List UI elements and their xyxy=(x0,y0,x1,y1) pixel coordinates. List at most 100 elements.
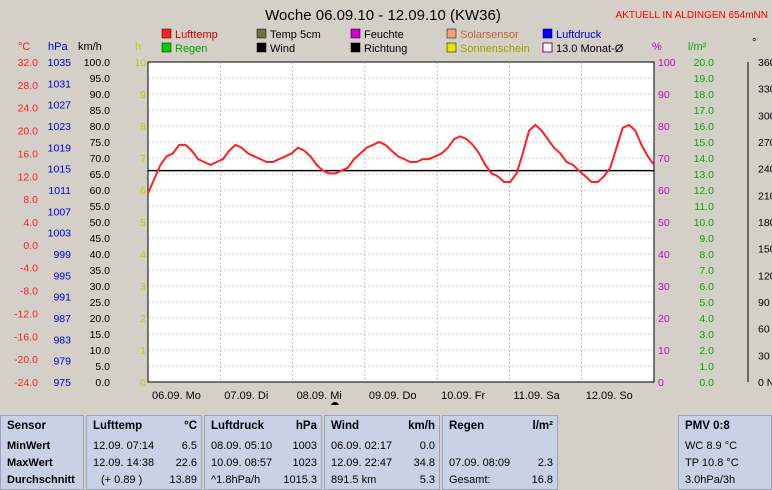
stats-regen-block: Regen l/m² 07.09. 08:09 2.3 Gesamt: 16.8 xyxy=(442,415,558,490)
tick-rain: 17.0 xyxy=(694,105,715,117)
axis-kmh-unit: km/h xyxy=(78,41,102,53)
tick-kmh: 70.0 xyxy=(90,153,111,165)
regen-header: Regen xyxy=(449,420,485,432)
tick-dir: 30 xyxy=(758,350,770,362)
tick-hours: 3 xyxy=(140,281,146,293)
tick-hpa: 1023 xyxy=(48,121,72,133)
legend-label-regen: Regen xyxy=(175,43,207,55)
lufttemp-series-line xyxy=(147,123,655,194)
tick-pct: 60 xyxy=(658,185,670,197)
pmv-pressure-rate: 3.0hPa/3h xyxy=(685,474,736,486)
tick-hpa: 1035 xyxy=(48,57,72,69)
tick-rain: 14.0 xyxy=(694,153,715,165)
tick-pct: 10 xyxy=(658,345,670,357)
tick-temp: 28.0 xyxy=(18,80,39,92)
tick-kmh: 75.0 xyxy=(90,137,111,149)
pmv-windchill: WC 8.9 °C xyxy=(685,440,738,452)
wind-max-value: 34.8 xyxy=(413,457,435,469)
luftdruck-max-value: 1023 xyxy=(292,457,317,469)
tick-temp: 12.0 xyxy=(18,171,39,183)
wind-header: Wind xyxy=(331,420,359,432)
axes: °C hPa km/h h% l/m² °32.028.024.020.016.012.0… xyxy=(14,37,772,389)
tick-hpa: 987 xyxy=(53,313,71,325)
tick-rain: 10.0 xyxy=(694,217,715,229)
tick-pct: 100 xyxy=(658,57,676,69)
tick-dir: 180 S xyxy=(758,217,772,229)
tick-hpa: 991 xyxy=(53,292,71,304)
axis-hpa-unit: hPa xyxy=(48,41,68,53)
tick-hours: 7 xyxy=(140,153,146,165)
tick-hpa: 1027 xyxy=(48,100,72,112)
tick-pct: 40 xyxy=(658,249,670,261)
row-min-label: MinWert xyxy=(7,440,51,452)
tick-temp: 32.0 xyxy=(18,57,39,69)
tick-dir: 150 xyxy=(758,244,772,256)
tick-kmh: 10.0 xyxy=(90,345,111,357)
regen-unit: l/m² xyxy=(532,420,553,432)
tick-kmh: 45.0 xyxy=(90,233,111,245)
series xyxy=(147,123,655,194)
tick-rain: 5.0 xyxy=(699,297,714,309)
tick-kmh: 55.0 xyxy=(90,201,111,213)
tick-temp: 4.0 xyxy=(23,217,38,229)
axis-dir-unit: ° xyxy=(752,37,756,49)
tick-kmh: 30.0 xyxy=(90,281,111,293)
tick-dir: 240 xyxy=(758,164,772,176)
luftdruck-avg-trend: ^1.8hPa/h xyxy=(211,474,261,486)
tick-dir: 330 xyxy=(758,84,772,96)
stats-panel: Sensor MinWert MaxWert Durchschnitt Luft… xyxy=(0,405,772,490)
tick-dir: 0 N xyxy=(758,377,772,389)
tick-dir: 210 xyxy=(758,190,772,202)
legend-swatch-regen xyxy=(161,42,172,53)
tick-hours: 1 xyxy=(140,345,146,357)
tick-kmh: 80.0 xyxy=(90,121,111,133)
legend-label-wind: Wind xyxy=(270,43,295,55)
wind-unit: km/h xyxy=(408,420,435,432)
luftdruck-max-time: 10.09. 08:57 xyxy=(211,457,273,469)
tick-kmh: 60.0 xyxy=(90,185,111,197)
stats-spacer-block xyxy=(560,415,676,490)
tick-kmh: 35.0 xyxy=(90,265,111,277)
legend-swatch-lufttemp xyxy=(161,28,172,39)
tick-temp: -12.0 xyxy=(14,308,38,320)
tick-temp: -20.0 xyxy=(14,354,38,366)
sensor-header: Sensor xyxy=(7,420,46,432)
pmv-header: PMV 0:8 xyxy=(685,420,730,432)
legend-label-luftdruck: Luftdruck xyxy=(556,29,602,41)
chart-legend: Lufttemp Temp 5cm Feuchte Solarsensor Luftdr… xyxy=(161,28,624,55)
tick-rain: 19.0 xyxy=(694,73,715,85)
luftdruck-header: Luftdruck xyxy=(211,420,265,432)
tick-hours: 10 xyxy=(134,57,146,69)
tick-hpa: 979 xyxy=(53,356,71,368)
tick-hpa: 975 xyxy=(53,377,71,389)
axis-hours-unit: h xyxy=(135,41,141,53)
weather-chart: Woche 06.09.10 - 12.09.10 (KW36) AKTUELL… xyxy=(14,7,772,405)
tick-dir: 120 xyxy=(758,270,772,282)
tick-kmh: 20.0 xyxy=(90,313,111,325)
luftdruck-min-value: 1003 xyxy=(292,440,317,452)
tick-temp: 16.0 xyxy=(18,148,39,160)
x-day-label: 08.09. Mi xyxy=(297,390,342,402)
x-day-label: 07.09. Di xyxy=(224,390,268,402)
row-avg-label: Durchschnitt xyxy=(7,474,75,486)
tick-kmh: 25.0 xyxy=(90,297,111,309)
now-marker-icon xyxy=(331,402,339,405)
wind-avg-value: 5.3 xyxy=(419,474,435,486)
lufttemp-min-time: 12.09. 07:14 xyxy=(93,440,155,452)
tick-hpa: 1011 xyxy=(48,185,71,197)
luftdruck-unit: hPa xyxy=(295,420,317,432)
tick-rain: 18.0 xyxy=(694,89,715,101)
tick-rain: 7.0 xyxy=(699,265,714,277)
tick-hours: 0 xyxy=(140,377,146,389)
stats-lufttemp-block: Lufttemp °C 12.09. 07:14 6.5 12.09. 14:3… xyxy=(86,415,202,490)
tick-temp: 0.0 xyxy=(23,240,38,252)
lufttemp-avg-trend: (+ 0.89 ) xyxy=(101,474,143,486)
tick-hpa: 1003 xyxy=(48,228,72,240)
tick-pct: 0 xyxy=(658,377,664,389)
lufttemp-min-value: 6.5 xyxy=(181,440,197,452)
x-day-label: 11.09. Sa xyxy=(513,390,560,402)
pmv-dewpoint: TP 10.8 °C xyxy=(685,457,739,469)
tick-rain: 11.0 xyxy=(694,201,714,213)
tick-kmh: 50.0 xyxy=(90,217,111,229)
luftdruck-min-time: 08.09. 05:10 xyxy=(211,440,273,452)
